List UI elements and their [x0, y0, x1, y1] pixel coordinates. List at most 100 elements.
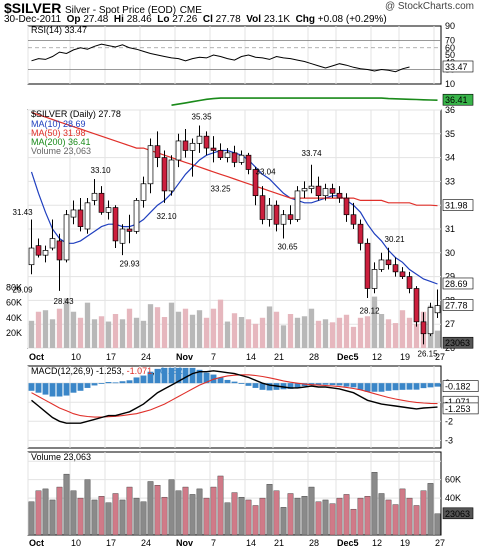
close-current-label: 27.78: [445, 301, 468, 311]
macd-histogram-bar: [112, 382, 119, 384]
copyright-notice[interactable]: @ StockCharts.com: [384, 1, 474, 12]
macd-histogram-bar: [287, 383, 294, 389]
price-candle: [315, 185, 322, 197]
ma10-legend: MA(10) 28.69: [31, 119, 86, 129]
open-value: 27.48: [83, 14, 109, 25]
price-candle: [406, 276, 413, 289]
volume-bar: [350, 508, 357, 536]
rsi-y-tick: 60: [445, 43, 455, 53]
volume-overlay-bar: [406, 317, 413, 348]
volume-bar: [364, 496, 371, 536]
volume-panel-current-label: 23063: [445, 509, 470, 519]
volume-y-tick: 20K: [6, 328, 22, 338]
rsi-current-label-box: [442, 60, 474, 73]
macd-histogram-bar: [231, 381, 238, 384]
volume-bar: [259, 497, 266, 536]
ma50-legend: MA(50) 31.98: [31, 128, 86, 138]
macd-histogram-bar: [322, 383, 329, 385]
volume-x-tick: 7: [211, 538, 216, 548]
rsi-y-tick: 90: [445, 21, 455, 31]
volume-overlay-bar: [126, 308, 133, 348]
volume-overlay-bar: [329, 322, 336, 348]
volume-overlay-bar: [245, 319, 252, 348]
price-candle: [182, 140, 189, 151]
macd-y-tick: -2: [445, 416, 453, 426]
volume-overlay-bar: [119, 319, 126, 348]
volume-bar: [140, 501, 147, 536]
volume-bar: [231, 492, 238, 536]
macd-histogram-bar: [56, 383, 63, 397]
volume-overlay-bar: [273, 311, 280, 348]
price-x-tick: Nov: [176, 352, 193, 362]
price-candle: [301, 188, 308, 192]
volume-bar: [343, 494, 350, 536]
macd-histogram-bar: [406, 383, 413, 390]
price-candle: [280, 214, 287, 225]
macd-histogram-bar: [364, 383, 371, 392]
macd-histogram-bar: [196, 369, 203, 384]
volume-bar: [385, 499, 392, 536]
price-candle: [133, 200, 140, 232]
ma50-line: [31, 111, 438, 207]
macd-histogram-bar: [203, 372, 210, 384]
ma200-current-label: 36.41: [445, 95, 468, 105]
price-x-tick: Dec5: [337, 352, 359, 362]
ma200-current-label-box: [442, 93, 474, 106]
macd-legend-part: -0.182: [157, 366, 183, 376]
volume-y-tick: 40K: [6, 313, 22, 323]
volume-bar: [175, 490, 182, 536]
macd-histogram-bar: [133, 377, 140, 384]
volume-bar: [427, 483, 434, 536]
rsi-legend: RSI(14) 33.47: [31, 25, 87, 35]
macd-histogram-bar: [35, 383, 42, 393]
price-candle: [147, 145, 154, 185]
volume-bar: [217, 475, 224, 536]
volume-x-tick: 14: [246, 538, 256, 548]
symbol-description: Silver - Spot Price (EOD): [64, 5, 177, 16]
volume-bar: [147, 481, 154, 536]
volume-x-tick: Oct: [29, 538, 44, 548]
macd-histogram-bar: [238, 383, 245, 384]
volume-bar: [126, 486, 133, 536]
volume-overlay-bar: [266, 306, 273, 348]
volume-bar: [161, 496, 168, 536]
volume-overlay-bar: [63, 298, 70, 348]
volume-bar: [35, 490, 42, 536]
price-candle: [77, 209, 84, 227]
volume-overlay-bar: [259, 317, 266, 348]
price-candle: [49, 238, 56, 249]
macd-hist-current-label: -0.182: [445, 382, 471, 392]
close-value: 27.78: [215, 14, 241, 25]
price-x-tick: 27: [435, 352, 445, 362]
macd-histogram-bar: [168, 367, 175, 384]
volume-overlay-bar: [70, 311, 77, 348]
price-candle: [427, 307, 434, 335]
volume-bar: [70, 490, 77, 536]
volume-bar: [98, 496, 105, 536]
volume-overlay-bar: [371, 296, 378, 348]
volume-overlay-bar: [140, 320, 147, 348]
volume-overlay-bar: [56, 308, 63, 348]
volume-overlay-bar: [308, 308, 315, 348]
macd-histogram-bar: [280, 383, 287, 390]
volume-bar: [329, 503, 336, 536]
ma50-current-label-box: [442, 199, 474, 211]
price-candle: [126, 228, 133, 232]
price-candle: [329, 188, 336, 194]
price-candle: [140, 183, 147, 201]
price-candle: [91, 192, 98, 201]
macd-histogram-bar: [224, 379, 231, 384]
price-candle: [98, 192, 105, 213]
macd-histogram-bar: [252, 383, 259, 388]
price-candle: [294, 190, 301, 220]
volume-label: Vol: [246, 14, 262, 25]
price-annotation: 26.15: [418, 349, 439, 358]
volume-panel-y-tick: 40K: [445, 493, 461, 503]
macd-signal-current-label: -1.071: [445, 397, 471, 407]
price-annotation: 32.10: [157, 212, 178, 221]
price-candle: [42, 250, 49, 256]
volume-y-tick: 60K: [6, 298, 22, 308]
price-candle: [154, 145, 161, 158]
price-annotation: 30.65: [278, 242, 299, 251]
price-y-tick: 36: [445, 105, 455, 115]
